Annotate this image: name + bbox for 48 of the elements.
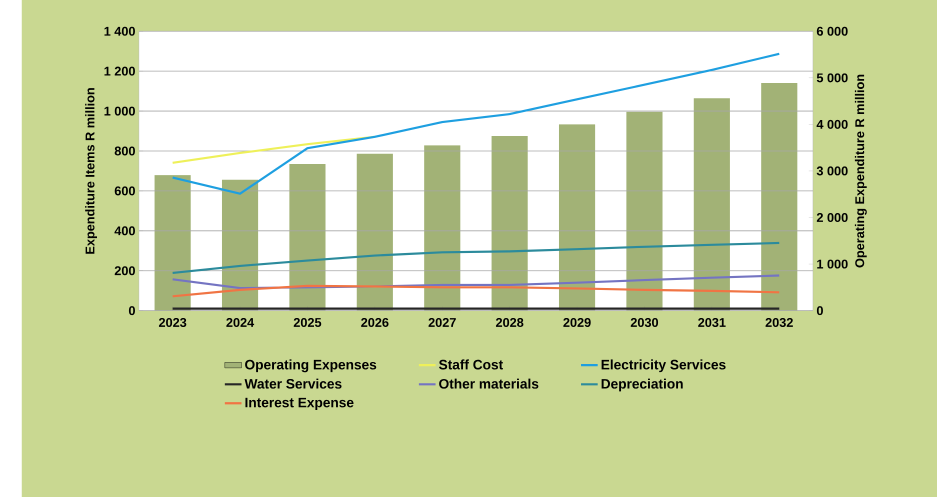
x-tick-label: 2029 [563,318,591,327]
legend-label: Depreciation [602,378,683,392]
x-tick-label: 2028 [496,318,524,327]
y-tick-label: 400 [114,226,135,236]
y2-tick-label: 2 000 [816,212,848,222]
bar [492,136,528,311]
bar [558,124,596,311]
bar [289,164,326,311]
bar [222,180,258,311]
x-tick-label: 2023 [158,318,186,327]
bar [356,154,393,311]
y-tick-label: 1 000 [104,106,135,116]
legend-label: Operating Expenses [245,359,376,372]
y2-tick-label: 6 000 [816,26,848,36]
legend-label: Interest Expense [245,398,354,410]
y2-tick-label: 1 000 [817,259,848,268]
line-series [172,274,780,290]
x-tick-label: 2025 [294,318,322,327]
x-tick-label: 2031 [698,318,726,327]
legend-label: Electricity Services [602,359,726,372]
bar [626,112,663,311]
y-tick-label: 0 [128,306,135,316]
line-series [172,242,780,274]
bar [424,145,460,311]
y2-tick-label: 5 000 [816,73,848,82]
line-series [172,52,780,195]
legend-label: Other materials [439,378,538,389]
bar [761,82,798,311]
y-tick-label: 1 400 [104,26,135,36]
x-tick-label: 2032 [766,318,793,327]
x-tick-label: 2030 [630,318,658,327]
y2-axis-title: Operating Expenditure R million [854,74,867,268]
x-tick-label: 2026 [361,318,388,327]
y2-tick-label: 3 000 [816,166,848,176]
bar [694,98,730,311]
legend-label: Staff Cost [438,359,503,370]
line-series [172,284,780,298]
y-tick-label: 1 200 [104,66,135,76]
y-tick-label: 600 [114,186,135,196]
x-tick-label: 2027 [428,318,456,327]
y2-tick-label: 0 [816,306,823,316]
legend-label: Water Services [244,378,342,389]
bar [154,175,191,311]
y2-tick-label: 4 000 [816,120,848,129]
x-tick-label: 2024 [226,318,254,327]
y-tick-label: 800 [114,146,135,156]
y-tick-label: 200 [114,266,135,276]
y-axis-title: Expenditure Items R million [85,88,97,254]
